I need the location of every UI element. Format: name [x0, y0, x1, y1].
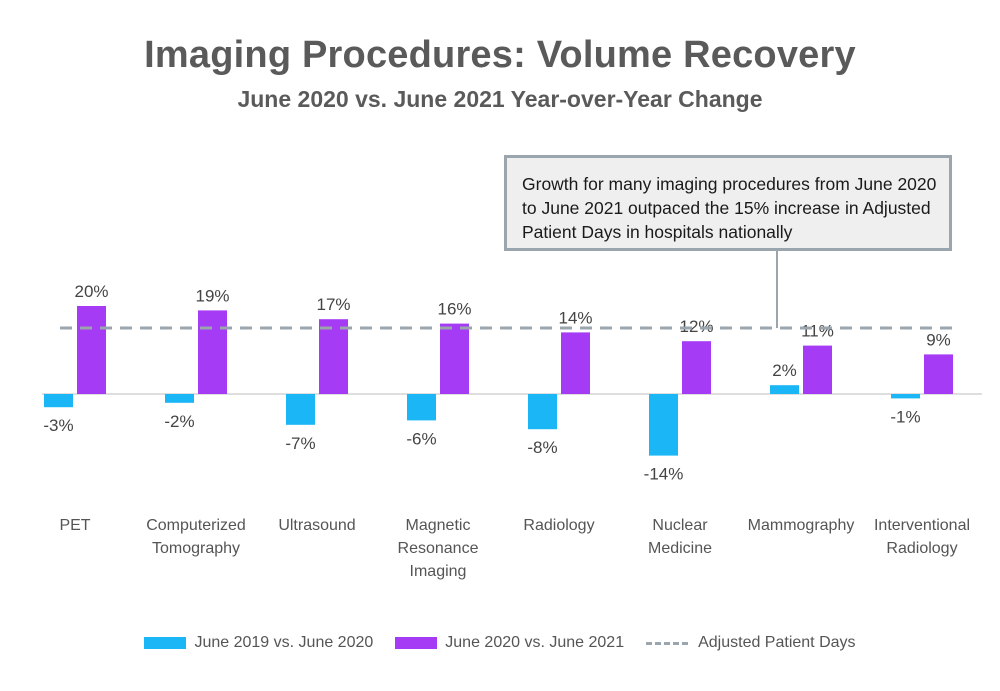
category-label-mammography: Mammography [748, 517, 855, 534]
legend-item-adjusted-patient-days: Adjusted Patient Days [646, 634, 856, 652]
annotation-box: Growth for many imaging procedures from … [504, 155, 952, 251]
data-label-magnetic-resonance-imaging-series-2: 16% [437, 300, 471, 319]
data-label-nuclear-medicine-series-2: 12% [679, 317, 713, 336]
legend-item-2020-2021: June 2020 vs. June 2021 [395, 634, 624, 652]
legend-item-2019-2020: June 2019 vs. June 2020 [144, 634, 373, 652]
bar-interventional-radiology-series-1 [891, 394, 920, 399]
legend: June 2019 vs. June 2020 June 2020 vs. Ju… [0, 634, 1000, 652]
data-label-radiology-series-2: 14% [558, 308, 592, 327]
data-label-magnetic-resonance-imaging-series-1: -6% [406, 429, 436, 448]
legend-dash-adjusted-patient-days [646, 641, 689, 645]
data-label-mammography-series-1: 2% [772, 361, 797, 380]
bar-mammography-series-1 [770, 385, 799, 394]
data-label-computerized-tomography-series-2: 19% [195, 286, 229, 305]
bar-pet-series-1 [44, 394, 73, 408]
bar-computerized-tomography-series-1 [165, 394, 194, 403]
bar-nuclear-medicine-series-2 [682, 341, 711, 394]
data-label-ultrasound-series-1: -7% [285, 434, 315, 453]
bar-computerized-tomography-series-2 [198, 310, 227, 394]
category-label-radiology: Radiology [523, 517, 594, 534]
category-label-pet: PET [59, 517, 90, 534]
data-label-nuclear-medicine-series-1: -14% [644, 465, 684, 484]
data-label-pet-series-2: 20% [74, 282, 108, 301]
legend-label-2020-2021: June 2020 vs. June 2021 [445, 634, 625, 651]
bar-pet-series-2 [77, 306, 106, 394]
data-label-ultrasound-series-2: 17% [316, 295, 350, 314]
chart-title: Imaging Procedures: Volume Recovery [144, 34, 856, 76]
legend-label-adjusted-patient-days: Adjusted Patient Days [698, 634, 856, 651]
legend-swatch-2019-2020 [144, 637, 187, 649]
bar-ultrasound-series-1 [286, 394, 315, 425]
data-label-pet-series-1: -3% [43, 416, 73, 435]
bar-mammography-series-2 [803, 345, 832, 394]
category-label-computerized-tomography: Computerized Tomography [146, 517, 246, 557]
bar-interventional-radiology-series-2 [924, 354, 953, 394]
legend-label-2019-2020: June 2019 vs. June 2020 [194, 634, 374, 651]
bar-magnetic-resonance-imaging-series-1 [407, 394, 436, 421]
category-label-interventional-radiology: Interventional Radiology [874, 517, 970, 557]
data-label-computerized-tomography-series-1: -2% [164, 412, 194, 431]
bar-radiology-series-1 [528, 394, 557, 430]
category-label-magnetic-resonance-imaging: Magnetic Resonance Imaging [398, 517, 479, 580]
data-label-interventional-radiology-series-1: -1% [890, 407, 920, 426]
bar-nuclear-medicine-series-1 [649, 394, 678, 456]
bar-magnetic-resonance-imaging-series-2 [440, 323, 469, 394]
chart-subtitle: June 2020 vs. June 2021 Year-over-Year C… [237, 86, 763, 112]
category-label-ultrasound: Ultrasound [278, 517, 355, 534]
data-label-radiology-series-1: -8% [527, 438, 557, 457]
bar-ultrasound-series-2 [319, 319, 348, 394]
legend-swatch-2020-2021 [395, 637, 438, 649]
category-label-nuclear-medicine: Nuclear Medicine [648, 517, 712, 557]
bar-radiology-series-2 [561, 332, 590, 394]
data-label-mammography-series-2: 11% [801, 322, 834, 341]
data-label-interventional-radiology-series-2: 9% [926, 330, 951, 349]
